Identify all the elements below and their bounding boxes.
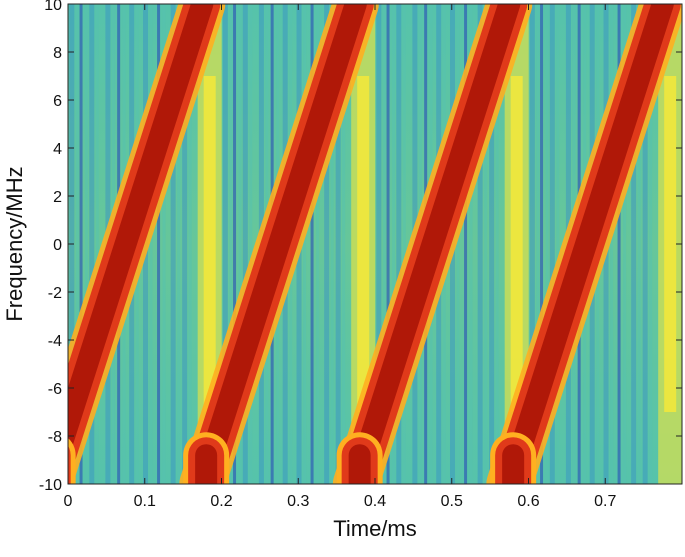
noise-streak [233, 4, 237, 484]
noise-streak [310, 4, 314, 484]
x-tick-label: 0.4 [364, 493, 386, 510]
noise-streak-light [536, 4, 540, 484]
noise-streak [540, 4, 544, 484]
noise-streak-light [95, 4, 99, 484]
noise-streak-light [469, 4, 473, 484]
chirp-band [191, 4, 367, 484]
sidelobe-ridge-core [510, 76, 523, 412]
chirp-segment [486, 4, 682, 484]
noise-streak-light [330, 4, 334, 484]
noise-streak [79, 4, 83, 484]
noise-streak-light [188, 4, 192, 484]
noise-streak-light [75, 4, 79, 484]
noise-streak [477, 4, 483, 484]
x-tick-label: 0.6 [517, 493, 539, 510]
noise-streak-light [545, 4, 549, 484]
noise-streak [549, 4, 555, 484]
noise-streak-light [649, 4, 653, 484]
noise-streak [242, 4, 248, 484]
noise-streak-light [382, 4, 386, 484]
y-tick-label: -6 [48, 381, 62, 398]
y-tick-label: 8 [53, 45, 62, 62]
noise-streak [222, 4, 228, 484]
noise-streak [157, 4, 161, 484]
chirp-segment [179, 4, 379, 484]
chirp-segment [68, 4, 226, 484]
noise-streak [170, 4, 176, 484]
noise-streak [396, 4, 402, 484]
noise-streak-light [316, 4, 320, 484]
noise-streak-light [177, 4, 181, 484]
noise-streak-light [392, 4, 396, 484]
noise-streak-light [402, 4, 406, 484]
chirp-band [68, 4, 214, 461]
chirp-band [498, 4, 674, 484]
noise-streak [182, 4, 188, 484]
noise-streak-light [162, 4, 166, 484]
y-tick-label: 0 [53, 237, 62, 254]
noise-streak [529, 4, 535, 484]
noise-streak-light [85, 4, 89, 484]
noise-streak [376, 4, 382, 484]
noise-streak-light [484, 4, 488, 484]
y-tick-label: 2 [53, 189, 62, 206]
y-tick-label: -8 [48, 429, 62, 446]
noise-streak-light [249, 4, 253, 484]
noise-streak [617, 4, 621, 484]
x-tick-label: 0 [64, 493, 73, 510]
sidelobe-ridge-core [203, 76, 216, 412]
noise-streak-light [303, 4, 307, 484]
noise-streak-light [229, 4, 233, 484]
noise-streak [631, 4, 637, 484]
noise-streak-light [623, 4, 627, 484]
x-tick-label: 0.7 [594, 493, 616, 510]
noise-streak-light [556, 4, 560, 484]
noise-streak [489, 4, 495, 484]
noise-streak-light [495, 4, 499, 484]
y-axis-label: Frequency/MHz [2, 166, 27, 321]
y-tick-label: 4 [53, 141, 62, 158]
x-axis-label: Time/ms [333, 516, 417, 541]
noise-streak-light [610, 4, 614, 484]
noise-streak [642, 4, 648, 484]
chirp-segment [332, 4, 533, 484]
x-tick-label: 0.1 [134, 493, 156, 510]
noise-streak [89, 4, 95, 484]
y-tick-label: -10 [39, 477, 62, 494]
noise-streak-light [456, 4, 460, 484]
noise-streak [335, 4, 341, 484]
chirp-band [344, 4, 521, 484]
sidelobe-ridge-core [664, 76, 677, 412]
y-tick-label: -2 [48, 285, 62, 302]
y-tick-label: 10 [44, 0, 62, 14]
noise-streak-light [637, 4, 641, 484]
y-tick-label: 6 [53, 93, 62, 110]
y-tick-label: -4 [48, 333, 62, 350]
noise-streak-light [149, 4, 153, 484]
noise-streak-light [238, 4, 242, 484]
noise-streak [464, 4, 468, 484]
sidelobe-ridge-core [357, 76, 370, 412]
noise-streak-light [342, 4, 346, 484]
noise-streak [324, 4, 330, 484]
x-tick-label: 0.5 [441, 493, 463, 510]
x-tick-label: 0.3 [287, 493, 309, 510]
x-tick-label: 0.2 [210, 493, 232, 510]
noise-streak [386, 4, 390, 484]
